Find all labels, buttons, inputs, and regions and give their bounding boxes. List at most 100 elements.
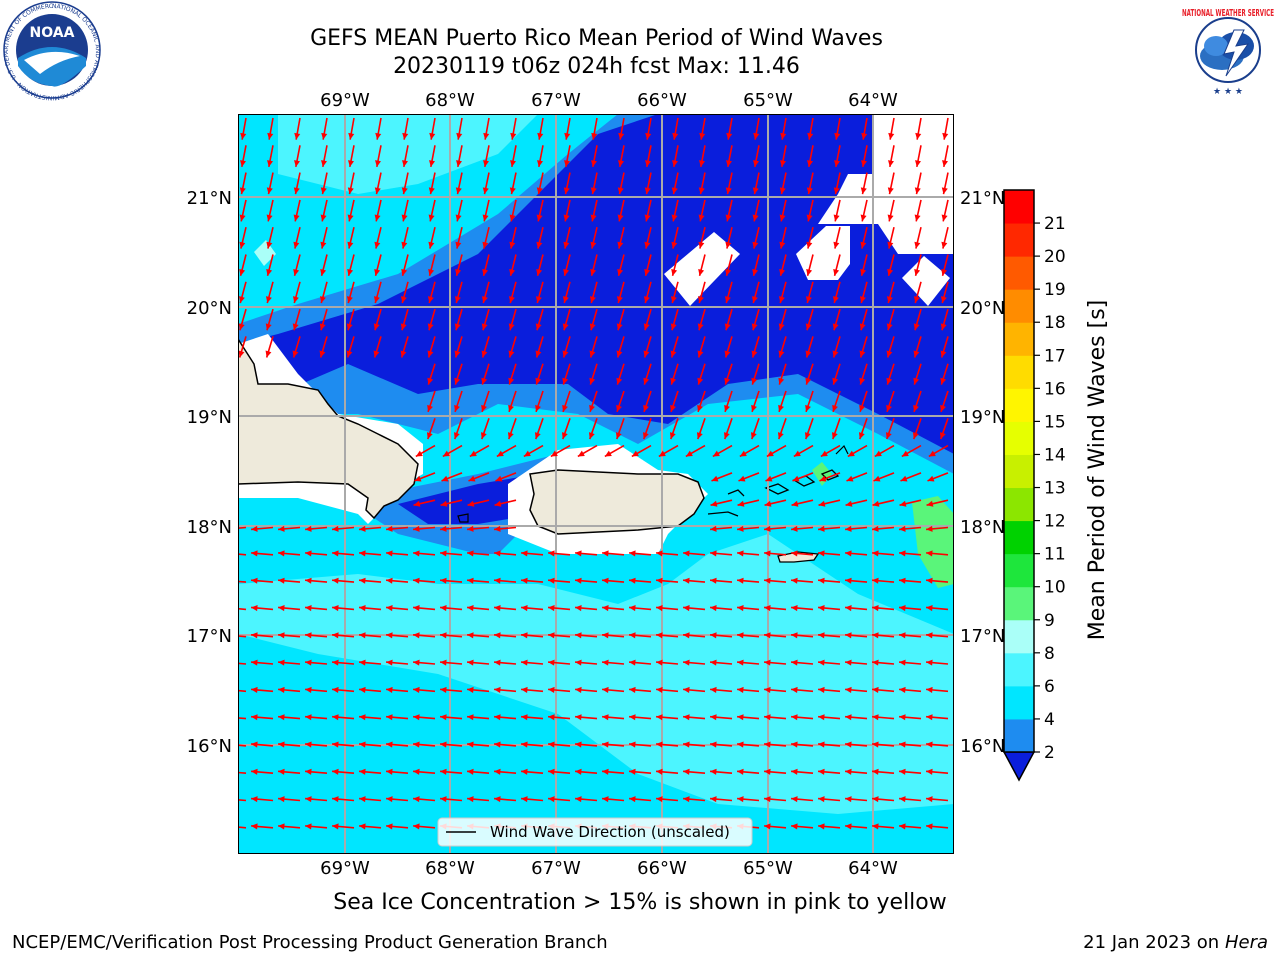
wave-direction-arrow xyxy=(764,550,787,557)
wave-direction-arrow xyxy=(845,796,868,803)
wave-direction-arrow xyxy=(696,418,706,440)
wave-direction-arrow xyxy=(359,796,382,803)
wave-direction-arrow xyxy=(602,550,625,557)
wave-direction-arrow xyxy=(359,525,382,532)
wave-direction-arrow xyxy=(494,714,517,721)
wave-direction-arrow xyxy=(454,336,463,358)
wave-direction-arrow xyxy=(482,172,490,195)
ocean-period-6-8-north xyxy=(278,114,538,194)
wave-direction-arrow xyxy=(699,145,706,168)
wave-direction-arrow xyxy=(602,796,625,803)
wave-direction-arrow xyxy=(940,308,949,331)
wave-direction-arrow xyxy=(428,254,436,277)
wave-direction-arrow xyxy=(373,281,382,304)
wave-direction-arrow xyxy=(347,227,355,249)
wave-direction-arrow xyxy=(481,390,490,413)
wave-direction-arrow xyxy=(737,714,760,721)
wave-direction-arrow xyxy=(548,577,571,584)
colorbar-segment xyxy=(1004,652,1034,687)
puerto-rico-land xyxy=(529,469,705,535)
wave-direction-arrow xyxy=(238,526,247,529)
wave-direction-arrow xyxy=(442,444,463,458)
wave-direction-arrow xyxy=(267,145,274,168)
wave-direction-arrow xyxy=(320,172,328,195)
wave-direction-arrow xyxy=(536,172,544,195)
wave-direction-arrow xyxy=(859,336,868,358)
wave-direction-arrow xyxy=(278,686,301,693)
wave-direction-arrow xyxy=(347,172,355,195)
wave-direction-arrow xyxy=(548,686,571,693)
wave-direction-arrow xyxy=(793,444,814,458)
wave-direction-arrow xyxy=(440,686,463,693)
wave-direction-arrow xyxy=(548,632,571,639)
wave-direction-arrow xyxy=(831,418,841,440)
wave-direction-arrow xyxy=(251,686,274,693)
small-islands xyxy=(457,444,849,523)
wave-direction-arrow xyxy=(575,604,598,612)
svg-text:★ ★ ★: ★ ★ ★ xyxy=(1213,87,1243,97)
wave-direction-arrow xyxy=(467,659,490,666)
wave-direction-arrow xyxy=(926,659,949,666)
wave-direction-arrow xyxy=(656,659,679,666)
wave-direction-arrow xyxy=(427,308,436,331)
wave-direction-arrow xyxy=(320,254,328,277)
wave-direction-arrow xyxy=(832,363,841,385)
wave-direction-arrow xyxy=(899,550,922,557)
wave-direction-arrow xyxy=(589,336,598,358)
wave-direction-arrow xyxy=(575,796,598,803)
colorbar-extend-triangle xyxy=(1002,751,1036,782)
colorbar-tick-label: 13 xyxy=(1044,479,1066,499)
wave-direction-arrow xyxy=(347,254,355,277)
wave-direction-arrow xyxy=(292,281,301,304)
wave-direction-arrow xyxy=(278,796,301,803)
wave-direction-arrow xyxy=(791,686,814,693)
wave-direction-arrow xyxy=(791,768,814,775)
colorbar-tick-label: 19 xyxy=(1044,280,1066,300)
wave-direction-arrow xyxy=(483,117,490,140)
wave-direction-arrow xyxy=(321,145,328,168)
wave-direction-arrow xyxy=(535,363,544,385)
wave-direction-arrow xyxy=(683,577,706,584)
wave-direction-arrow xyxy=(860,172,868,195)
wave-direction-arrow xyxy=(656,796,679,803)
wave-direction-arrow xyxy=(804,418,814,440)
wave-direction-arrow xyxy=(779,172,787,195)
colorbar-tick-label: 20 xyxy=(1044,247,1066,267)
chart-title: GEFS MEAN Puerto Rico Mean Period of Win… xyxy=(310,26,883,51)
wave-direction-arrow xyxy=(899,499,922,507)
wave-direction-arrow xyxy=(926,499,949,507)
wave-direction-arrow xyxy=(238,689,247,693)
wave-direction-arrow xyxy=(440,659,463,666)
wave-direction-arrow xyxy=(251,741,274,748)
wave-direction-arrow xyxy=(670,363,679,385)
wave-direction-arrow xyxy=(710,686,733,693)
wave-direction-arrow xyxy=(575,659,598,666)
wave-direction-arrow xyxy=(251,550,274,557)
wave-direction-arrow xyxy=(845,686,868,693)
wave-direction-arrow xyxy=(602,659,625,666)
wave-direction-arrow xyxy=(753,117,760,140)
wave-direction-arrow xyxy=(927,472,949,482)
wave-direction-arrow xyxy=(940,363,949,385)
wave-direction-arrow xyxy=(401,254,409,277)
wave-direction-arrow xyxy=(413,632,436,639)
wave-direction-arrow xyxy=(656,632,679,639)
wave-direction-arrow xyxy=(629,550,652,557)
colorbar-tick-label: 14 xyxy=(1044,445,1066,465)
wave-direction-arrow xyxy=(536,227,544,249)
wave-direction-arrow xyxy=(777,418,787,440)
wave-direction-arrow xyxy=(467,714,490,721)
wave-direction-arrow xyxy=(671,254,679,277)
wave-direction-arrow xyxy=(508,336,517,358)
wave-direction-arrow xyxy=(899,741,922,748)
wave-direction-arrow xyxy=(548,741,571,748)
wave-direction-arrow xyxy=(724,336,733,358)
wave-direction-arrow xyxy=(453,418,463,440)
wave-direction-arrow xyxy=(683,659,706,666)
wave-direction-arrow xyxy=(521,577,544,584)
wave-direction-arrow xyxy=(791,604,814,612)
wave-direction-arrow xyxy=(725,227,733,249)
noaa-logo: NOAA NATIONAL OCEANIC AND ATMOSPHERIC AD… xyxy=(0,0,101,101)
wave-direction-arrow xyxy=(872,714,895,721)
wave-direction-arrow xyxy=(887,199,895,222)
